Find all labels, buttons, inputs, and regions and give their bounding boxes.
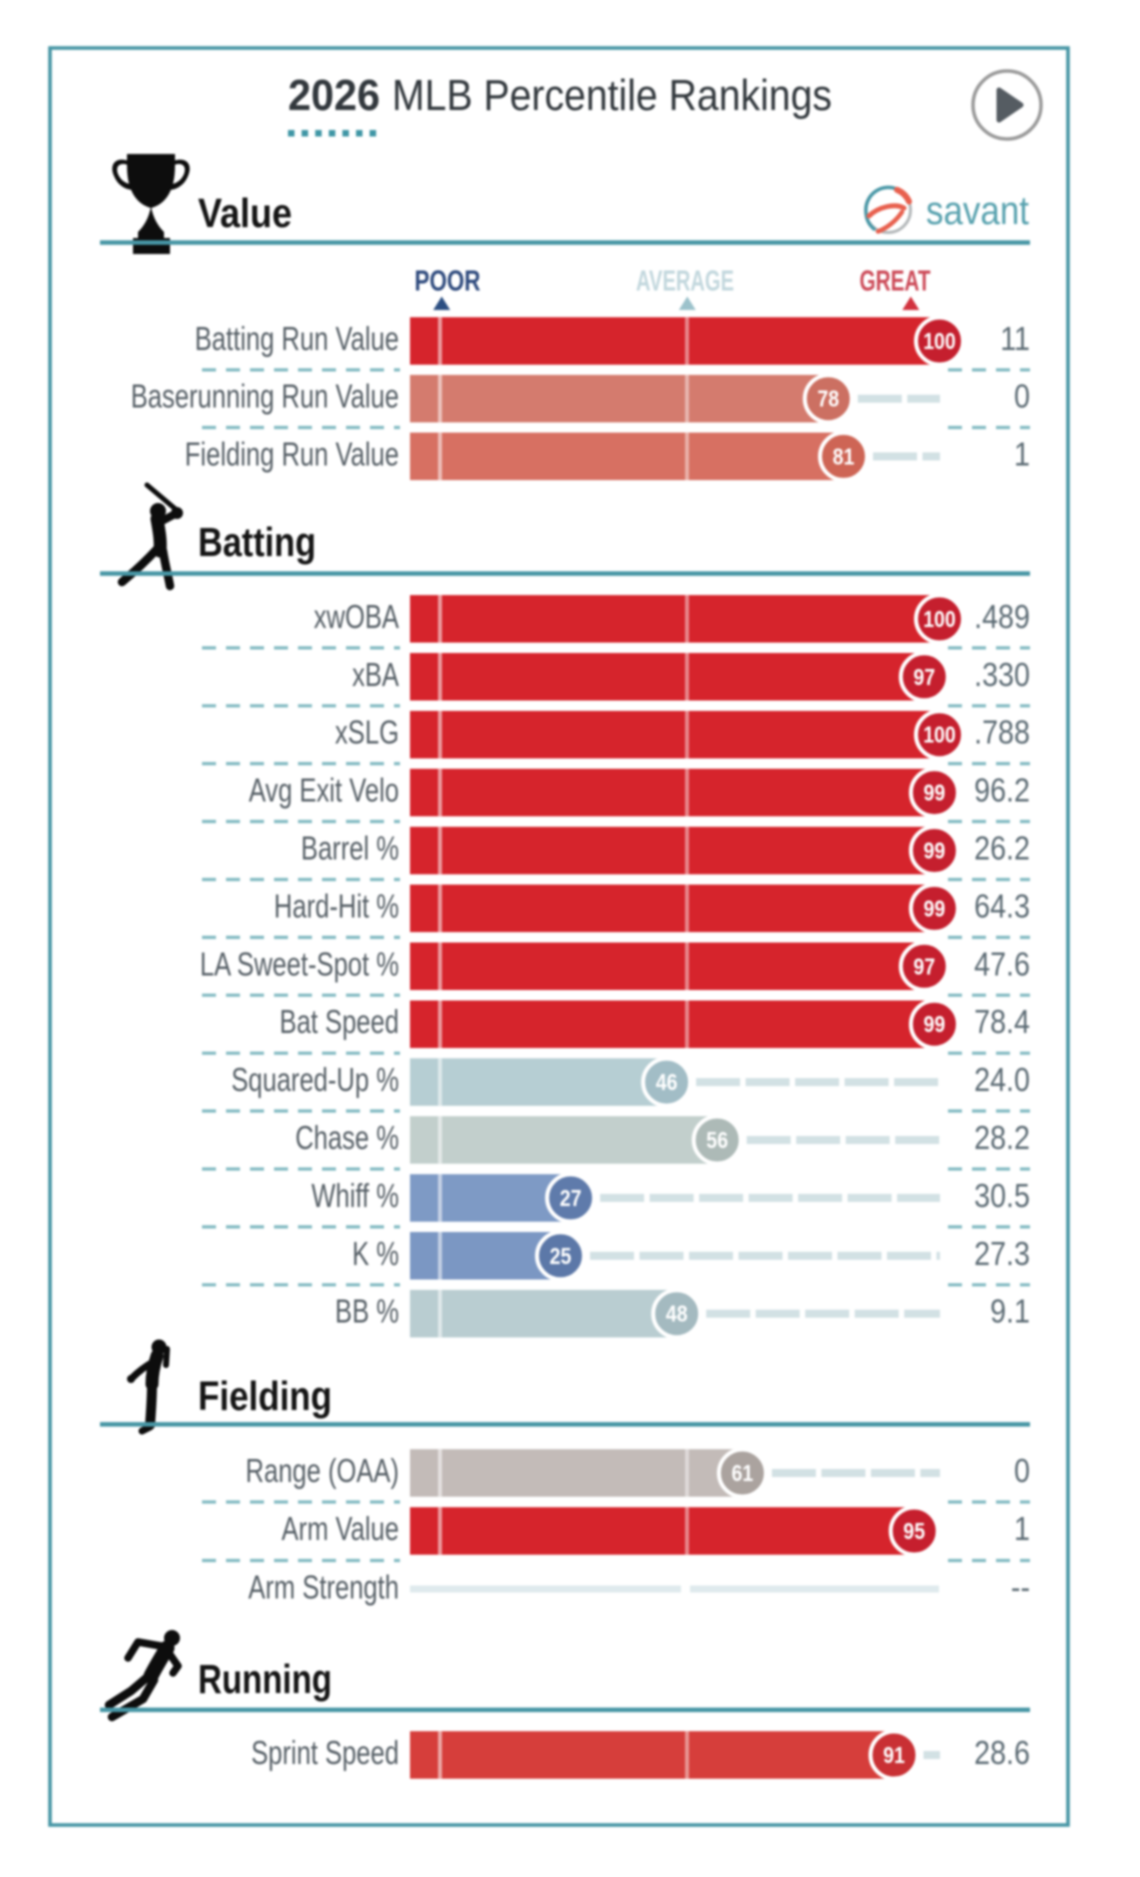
svg-text:Chase %: Chase % [295,1119,399,1156]
svg-text:Running: Running [198,1656,332,1702]
svg-text:Range (OAA): Range (OAA) [246,1452,400,1489]
svg-text:Fielding: Fielding [198,1373,332,1419]
svg-text:Sprint Speed: Sprint Speed [251,1734,399,1771]
svg-text:Arm Value: Arm Value [282,1510,400,1547]
svg-text:BB %: BB % [335,1293,399,1330]
svg-text:Baserunning Run Value: Baserunning Run Value [131,378,399,415]
svg-text:1: 1 [1014,435,1030,472]
svg-text:96.2: 96.2 [974,772,1030,809]
svg-text:LA Sweet-Spot %: LA Sweet-Spot % [200,945,399,982]
svg-text:28.2: 28.2 [974,1119,1030,1156]
svg-text:27: 27 [560,1185,582,1211]
svg-text:100: 100 [923,722,956,748]
svg-text:MLB Percentile Rankings: MLB Percentile Rankings [392,71,832,120]
svg-text:61: 61 [732,1460,754,1486]
svg-text:95: 95 [903,1518,925,1544]
svg-text:.489: .489 [974,598,1030,635]
svg-text:Whiff %: Whiff % [311,1177,399,1214]
svg-text:Batting Run Value: Batting Run Value [195,320,399,357]
svg-text:46: 46 [656,1069,678,1095]
svg-text:Avg Exit Velo: Avg Exit Velo [249,772,399,809]
svg-text:--: -- [1011,1569,1030,1606]
svg-text:81: 81 [833,443,855,469]
svg-text:.788: .788 [974,714,1030,751]
svg-text:97: 97 [913,953,935,979]
svg-text:100: 100 [923,606,956,632]
svg-text:28.6: 28.6 [974,1734,1030,1771]
svg-text:AVERAGE: AVERAGE [636,266,734,298]
svg-text:25: 25 [550,1243,572,1269]
svg-text:Hard-Hit %: Hard-Hit % [274,887,399,924]
svg-text:K %: K % [352,1235,399,1272]
svg-text:Fielding Run Value: Fielding Run Value [185,435,399,472]
svg-text:48: 48 [666,1301,688,1327]
svg-text:GREAT: GREAT [860,266,931,298]
svg-text:99: 99 [924,895,946,921]
svg-text:27.3: 27.3 [974,1235,1030,1272]
svg-text:Value: Value [198,190,292,236]
svg-text:91: 91 [883,1742,905,1768]
svg-text:Barrel %: Barrel % [301,830,399,867]
svg-text:47.6: 47.6 [974,945,1030,982]
svg-text:78.4: 78.4 [974,1003,1030,1040]
svg-text:30.5: 30.5 [974,1177,1030,1214]
svg-text:2026: 2026 [288,71,380,120]
svg-text:Arm Strength: Arm Strength [248,1569,399,1606]
svg-text:24.0: 24.0 [974,1061,1030,1098]
svg-text:64.3: 64.3 [974,887,1030,924]
svg-text:Squared-Up %: Squared-Up % [231,1061,399,1098]
svg-text:xSLG: xSLG [335,714,399,751]
svg-text:xBA: xBA [352,656,399,693]
svg-text:Batting: Batting [198,519,316,565]
svg-text:78: 78 [817,386,839,412]
svg-text:11: 11 [1000,320,1030,357]
svg-text:1: 1 [1014,1510,1030,1547]
svg-text:9.1: 9.1 [990,1293,1030,1330]
svg-text:56: 56 [706,1127,728,1153]
svg-text:99: 99 [924,1011,946,1037]
svg-text:26.2: 26.2 [974,830,1030,867]
svg-text:xwOBA: xwOBA [314,598,399,635]
svg-text:POOR: POOR [415,266,481,298]
svg-text:.330: .330 [974,656,1030,693]
svg-text:savant: savant [926,189,1029,233]
svg-text:97: 97 [913,664,935,690]
svg-text:100: 100 [923,328,956,354]
svg-text:99: 99 [924,780,946,806]
svg-text:0: 0 [1014,378,1030,415]
svg-text:99: 99 [924,838,946,864]
svg-text:Bat Speed: Bat Speed [280,1003,400,1040]
svg-text:0: 0 [1014,1452,1030,1489]
